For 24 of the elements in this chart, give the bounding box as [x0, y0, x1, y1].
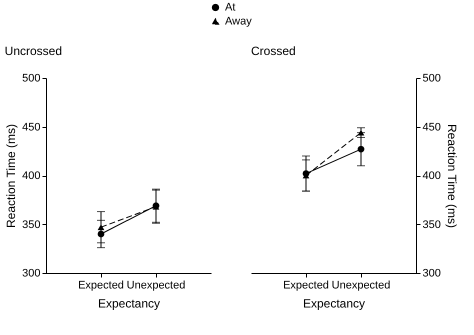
- x-tick-label: Unexpected: [126, 280, 186, 292]
- chart-title: Crossed: [251, 44, 296, 58]
- y-tick-label: 450: [22, 121, 40, 134]
- y-tick-label: 350: [422, 218, 441, 231]
- x-tick-label: Unexpected: [332, 280, 390, 292]
- x-axis-title: Expectancy: [98, 296, 160, 310]
- chart-title: Uncrossed: [4, 44, 62, 58]
- y-axis-title: Reaction Time (ms): [4, 124, 18, 228]
- y-tick-label: 450: [422, 121, 441, 134]
- y-tick-label: 400: [422, 170, 441, 182]
- legend-label: Away: [225, 16, 252, 28]
- y-axis-title: Reaction Time (ms): [444, 124, 459, 228]
- x-axis-title: Expectancy: [302, 296, 366, 310]
- y-tick-label: 400: [22, 170, 40, 182]
- y-tick-label: 350: [22, 218, 40, 231]
- y-tick-label: 500: [22, 72, 40, 84]
- y-tick-label: 300: [22, 268, 40, 280]
- point: [98, 230, 104, 238]
- y-tick-label: 500: [422, 72, 441, 84]
- y-tick-label: 300: [422, 268, 441, 280]
- x-tick-label: Expected: [78, 280, 124, 292]
- legend-label: At: [225, 2, 236, 14]
- x-tick-label: Expected: [283, 280, 329, 292]
- point: [358, 146, 364, 153]
